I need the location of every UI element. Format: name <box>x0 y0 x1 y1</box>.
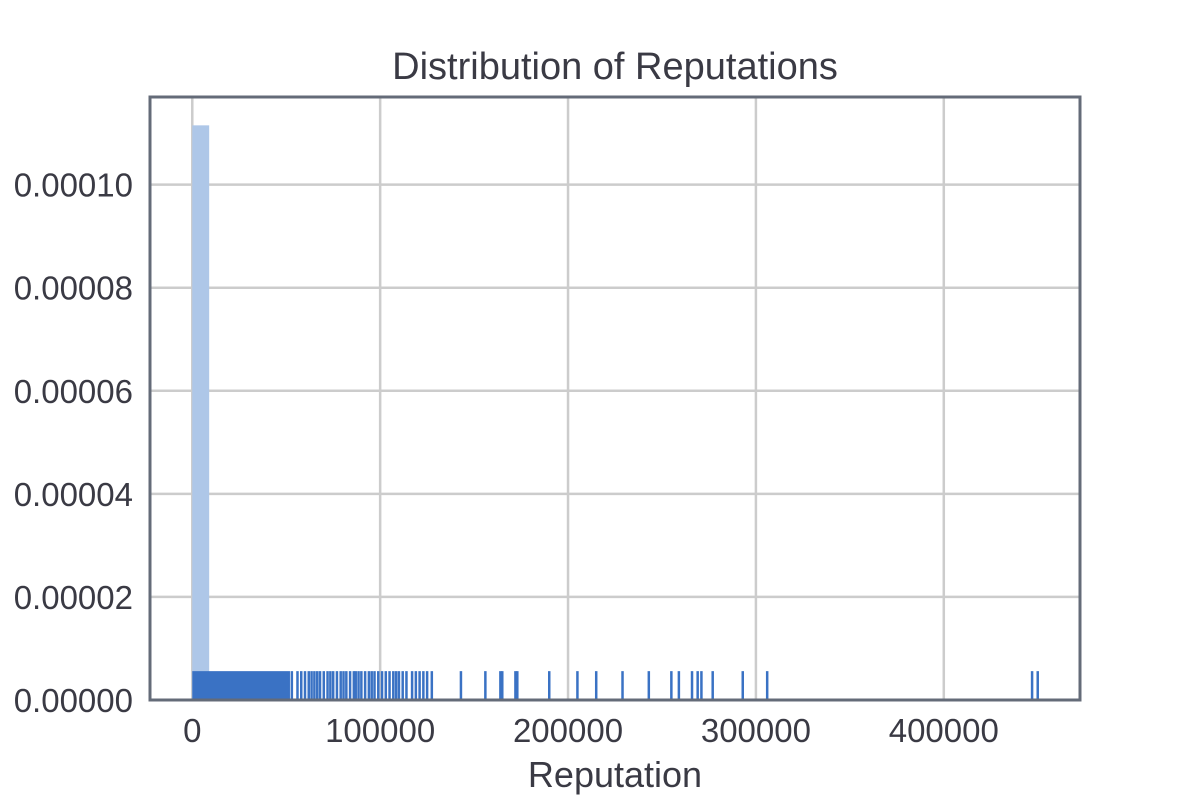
x-axis-label: Reputation <box>528 754 702 795</box>
y-tick-label-5: 0.00010 <box>14 167 133 204</box>
gridlines <box>150 97 1080 702</box>
histogram-bars <box>192 125 210 701</box>
y-tick-label-0: 0.00000 <box>14 682 133 719</box>
x-tick-labels: 0 100000 200000 300000 400000 <box>183 712 999 749</box>
y-tick-labels: 0.00000 0.00002 0.00004 0.00006 0.00008 0.000… <box>14 167 133 719</box>
histogram-bar-0 <box>192 125 210 701</box>
y-tick-label-2: 0.00004 <box>14 476 133 513</box>
rug-marks <box>192 671 1039 700</box>
x-tick-label-2: 200000 <box>513 712 623 749</box>
plot-frame <box>148 95 1082 702</box>
chart-title: Distribution of Reputations <box>392 46 838 88</box>
y-tick-label-4: 0.00008 <box>14 270 133 307</box>
x-tick-label-1: 100000 <box>325 712 435 749</box>
x-tick-label-3: 300000 <box>701 712 811 749</box>
x-tick-label-4: 400000 <box>889 712 999 749</box>
y-tick-label-3: 0.00006 <box>14 373 133 410</box>
x-tick-label-0: 0 <box>183 712 201 749</box>
y-tick-label-1: 0.00002 <box>14 579 133 616</box>
rug-dense-band <box>192 671 290 700</box>
